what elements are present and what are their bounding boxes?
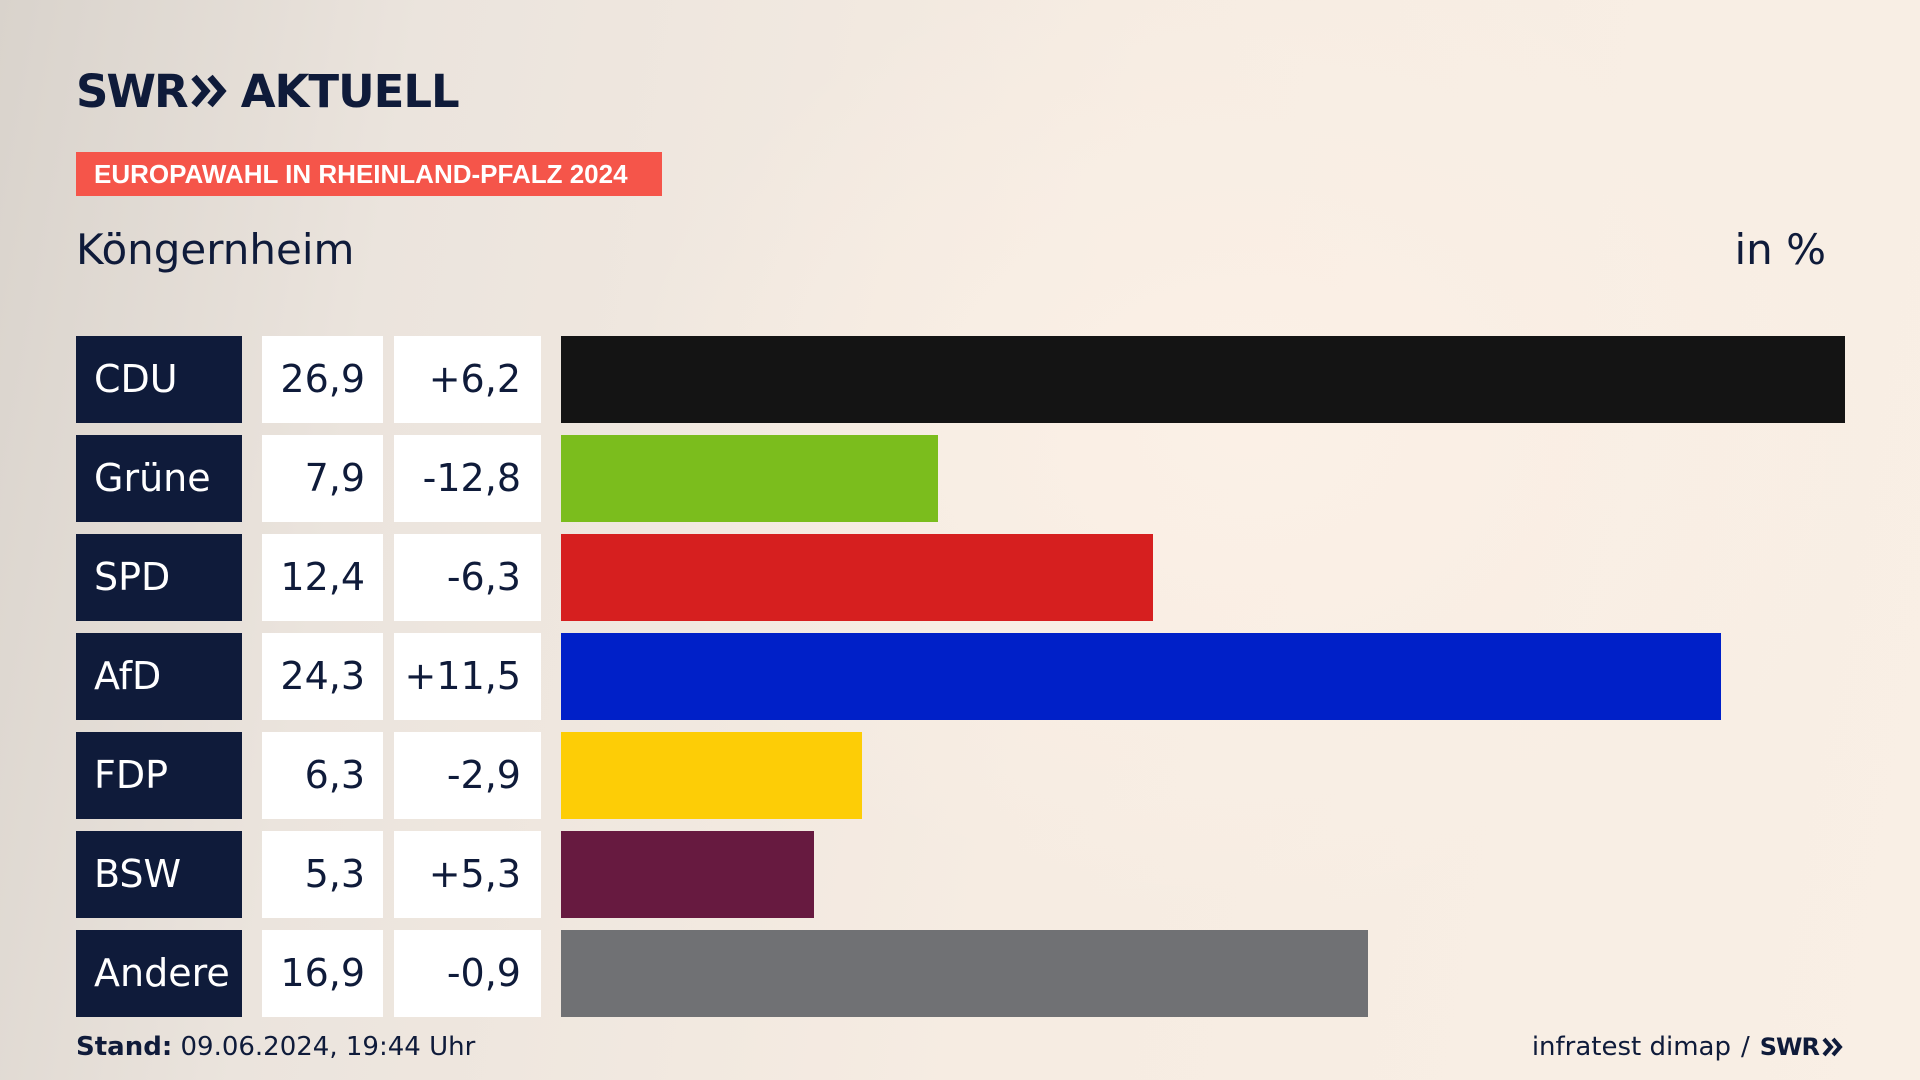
change-value: -12,8	[394, 435, 541, 522]
change-value: +6,2	[394, 336, 541, 423]
source-name: infratest dimap	[1531, 1032, 1731, 1062]
bar-afd	[561, 633, 1721, 720]
party-label: Andere	[76, 930, 242, 1017]
bar-spd	[561, 534, 1153, 621]
party-label: AfD	[76, 633, 242, 720]
stand-value: 09.06.2024, 19:44 Uhr	[180, 1032, 476, 1062]
share-value: 24,3	[262, 633, 383, 720]
bar-gr-ne	[561, 435, 938, 522]
party-label: Grüne	[76, 435, 242, 522]
share-value: 6,3	[262, 732, 383, 819]
result-row: CDU 26,9 +6,2	[76, 336, 1846, 423]
logo-section-text: AKTUELL	[240, 64, 460, 118]
change-value: -0,9	[394, 930, 541, 1017]
location-title: Köngernheim	[76, 225, 355, 274]
party-label: BSW	[76, 831, 242, 918]
double-chevron-icon	[191, 74, 227, 108]
change-value: -2,9	[394, 732, 541, 819]
share-value: 5,3	[262, 831, 383, 918]
party-label: FDP	[76, 732, 242, 819]
share-value: 26,9	[262, 336, 383, 423]
result-row: AfD 24,3 +11,5	[76, 633, 1846, 720]
share-value: 7,9	[262, 435, 383, 522]
footer-source: infratest dimap / SWR	[1532, 1030, 1844, 1064]
source-separator: /	[1740, 1032, 1750, 1062]
change-value: -6,3	[394, 534, 541, 621]
logo-swr-text: SWR	[76, 64, 189, 118]
share-value: 16,9	[262, 930, 383, 1017]
bar-cdu	[561, 336, 1845, 423]
bar-andere	[561, 930, 1368, 1017]
stand-label: Stand:	[76, 1032, 173, 1062]
party-label: SPD	[76, 534, 242, 621]
unit-label: in %	[1734, 225, 1826, 274]
result-row: SPD 12,4 -6,3	[76, 534, 1846, 621]
change-value: +5,3	[394, 831, 541, 918]
source-brand: SWR	[1759, 1033, 1820, 1061]
result-row: FDP 6,3 -2,9	[76, 732, 1846, 819]
bar-bsw	[561, 831, 814, 918]
share-value: 12,4	[262, 534, 383, 621]
result-row: Grüne 7,9 -12,8	[76, 435, 1846, 522]
result-row: Andere 16,9 -0,9	[76, 930, 1846, 1017]
small-chevron-icon	[1822, 1037, 1843, 1057]
result-row: BSW 5,3 +5,3	[76, 831, 1846, 918]
party-label: CDU	[76, 336, 242, 423]
footer-timestamp: Stand: 09.06.2024, 19:44 Uhr	[76, 1030, 475, 1064]
bar-fdp	[561, 732, 862, 819]
election-badge: EUROPAWAHL IN RHEINLAND-PFALZ 2024	[76, 152, 662, 196]
swr-aktuell-logo: SWR AKTUELL	[76, 64, 460, 118]
change-value: +11,5	[394, 633, 541, 720]
